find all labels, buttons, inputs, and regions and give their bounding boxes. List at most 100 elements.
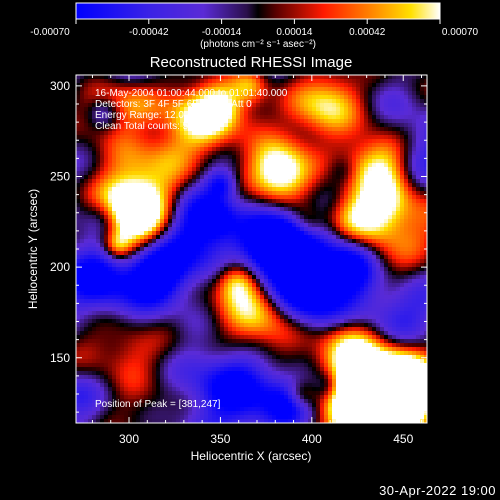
heatmap-cell xyxy=(344,191,348,195)
heatmap-cell xyxy=(388,263,392,267)
heatmap-cell xyxy=(104,171,108,175)
heatmap-cell xyxy=(204,223,208,227)
heatmap-cell xyxy=(212,195,216,199)
heatmap-cell xyxy=(416,135,420,139)
heatmap-cell xyxy=(328,251,332,255)
heatmap-cell xyxy=(148,111,152,115)
heatmap-cell xyxy=(136,255,140,259)
heatmap-cell xyxy=(228,271,232,275)
heatmap-cell xyxy=(140,263,144,267)
heatmap-cell xyxy=(380,295,384,299)
heatmap-cell xyxy=(360,211,364,215)
heatmap-cell xyxy=(204,255,208,259)
heatmap-cell xyxy=(172,215,176,219)
heatmap-cell xyxy=(76,91,80,95)
heatmap-cell xyxy=(88,299,92,303)
heatmap-cell xyxy=(276,151,280,155)
heatmap-cell xyxy=(400,147,404,151)
heatmap-cell xyxy=(404,187,408,191)
heatmap-cell xyxy=(152,295,156,299)
heatmap-cell xyxy=(160,163,164,167)
heatmap-cell xyxy=(264,83,268,87)
heatmap-cell xyxy=(184,127,188,131)
heatmap-cell xyxy=(332,155,336,159)
heatmap-cell xyxy=(104,247,108,251)
heatmap-cell xyxy=(184,283,188,287)
heatmap-cell xyxy=(140,223,144,227)
heatmap-cell xyxy=(308,79,312,83)
heatmap-cell xyxy=(388,203,392,207)
heatmap-cell xyxy=(104,139,108,143)
heatmap-cell xyxy=(352,167,356,171)
heatmap-cell xyxy=(160,255,164,259)
heatmap-cell xyxy=(396,223,400,227)
heatmap-cell xyxy=(424,143,427,147)
heatmap-cell xyxy=(356,79,360,83)
heatmap-cell xyxy=(328,95,332,99)
heatmap-cell xyxy=(316,283,320,287)
heatmap-cell xyxy=(396,139,400,143)
heatmap-cell xyxy=(312,219,316,223)
heatmap-cell xyxy=(372,83,376,87)
heatmap-cell xyxy=(408,107,412,111)
heatmap-cell xyxy=(292,223,296,227)
heatmap-cell xyxy=(116,195,120,199)
heatmap-cell xyxy=(392,151,396,155)
heatmap-cell xyxy=(284,211,288,215)
heatmap-cell xyxy=(392,291,396,295)
heatmap-cell xyxy=(120,135,124,139)
heatmap-cell xyxy=(100,107,104,111)
heatmap-cell xyxy=(336,171,340,175)
heatmap-cell xyxy=(104,291,108,295)
heatmap-cell xyxy=(120,155,124,159)
heatmap-cell xyxy=(416,167,420,171)
heatmap-cell xyxy=(424,267,427,271)
heatmap-cell xyxy=(364,127,368,131)
heatmap-cell xyxy=(304,267,308,271)
heatmap-cell xyxy=(232,267,236,271)
heatmap-cell xyxy=(272,275,276,279)
heatmap-cell xyxy=(348,83,352,87)
heatmap-cell xyxy=(300,135,304,139)
heatmap-cell xyxy=(348,151,352,155)
heatmap-cell xyxy=(304,227,308,231)
heatmap-cell xyxy=(200,151,204,155)
heatmap-cell xyxy=(256,243,260,247)
heatmap-cell xyxy=(176,295,180,299)
heatmap-cell xyxy=(188,163,192,167)
heatmap-cell xyxy=(136,215,140,219)
heatmap-cell xyxy=(276,299,280,303)
heatmap-cell xyxy=(268,143,272,147)
heatmap-cell xyxy=(136,111,140,115)
heatmap-cell xyxy=(244,123,248,127)
heatmap-cell xyxy=(188,207,192,211)
heatmap-cell xyxy=(332,91,336,95)
heatmap-cell xyxy=(244,195,248,199)
heatmap-cell xyxy=(96,119,100,123)
heatmap-cell xyxy=(272,119,276,123)
heatmap-cell xyxy=(192,227,196,231)
heatmap-cell xyxy=(408,179,412,183)
heatmap-cell xyxy=(172,183,176,187)
heatmap-cell xyxy=(116,75,120,79)
heatmap-cell xyxy=(224,147,228,151)
heatmap-cell xyxy=(368,203,372,207)
heatmap-cell xyxy=(304,247,308,251)
heatmap-cell xyxy=(396,159,400,163)
heatmap-cell xyxy=(216,255,220,259)
heatmap-cell xyxy=(92,75,96,79)
heatmap-cell xyxy=(136,147,140,151)
heatmap-cell xyxy=(344,171,348,175)
heatmap-cell xyxy=(176,299,180,303)
heatmap-cell xyxy=(252,231,256,235)
heatmap-cell xyxy=(236,103,240,107)
heatmap-cell xyxy=(92,219,96,223)
heatmap-cell xyxy=(332,203,336,207)
heatmap-cell xyxy=(284,123,288,127)
heatmap-cell xyxy=(360,243,364,247)
heatmap-cell xyxy=(228,123,232,127)
heatmap-cell xyxy=(128,279,132,283)
heatmap-cell xyxy=(164,139,168,143)
heatmap-cell xyxy=(220,119,224,123)
heatmap-cell xyxy=(372,111,376,115)
